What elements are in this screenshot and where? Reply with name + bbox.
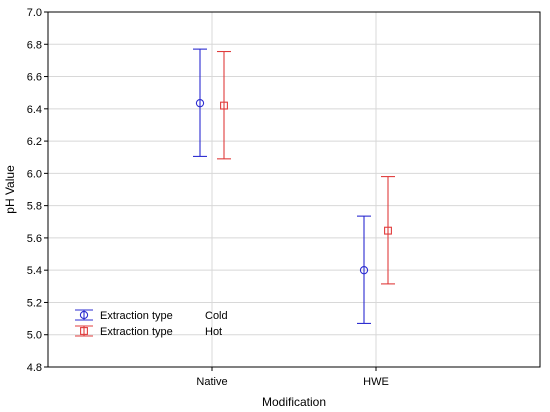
y-tick-label: 6.6 (27, 72, 42, 84)
marker-square (80, 327, 88, 335)
y-tick-label: 5.6 (27, 233, 42, 245)
legend-key-hot (75, 325, 93, 337)
x-axis-title: Modification (262, 395, 326, 409)
y-tick-label: 6.8 (27, 39, 42, 51)
y-tick-label: 6.0 (27, 168, 42, 180)
legend-value-cold: Cold (205, 310, 228, 322)
y-axis-title: pH Value (3, 165, 17, 214)
marker-circle (79, 310, 89, 320)
y-tick-label: 5.0 (27, 330, 42, 342)
plot-frame (47, 11, 541, 368)
legend-value-hot: Hot (205, 326, 222, 338)
marker-circle (195, 99, 205, 108)
legend-key-cold (75, 309, 93, 321)
grid-lines (48, 12, 540, 367)
error-bar-point (381, 176, 395, 285)
y-tick-label: 5.4 (27, 265, 42, 277)
series-marks (193, 48, 395, 324)
marker-circle (359, 266, 369, 275)
plot-background (48, 12, 540, 367)
y-tick-label: 4.8 (27, 362, 42, 374)
x-tick-label: Native (196, 376, 227, 388)
y-tick-label: 7.0 (27, 7, 42, 19)
legend: Extraction type Cold Extraction type Hot (75, 309, 228, 338)
error-bar-point (193, 48, 207, 157)
legend-label-hot: Extraction type (100, 326, 173, 338)
y-tick-label: 6.2 (27, 136, 42, 148)
marker-square (220, 101, 228, 110)
y-tick-label: 5.8 (27, 201, 42, 213)
y-tick-label: 5.2 (27, 297, 42, 309)
y-axis-ticks: 4.8 5.0 5.2 5.4 5.6 5.8 6.0 6.2 6.4 6.6 6.8 7.0 (27, 7, 48, 374)
y-tick-label: 6.4 (27, 104, 42, 116)
error-bar-point (217, 50, 231, 160)
x-tick-label: HWE (363, 376, 389, 388)
error-bar-point (357, 215, 371, 324)
x-axis-ticks: Native HWE (196, 367, 389, 388)
legend-label-cold: Extraction type (100, 310, 173, 322)
marker-square (384, 226, 392, 235)
